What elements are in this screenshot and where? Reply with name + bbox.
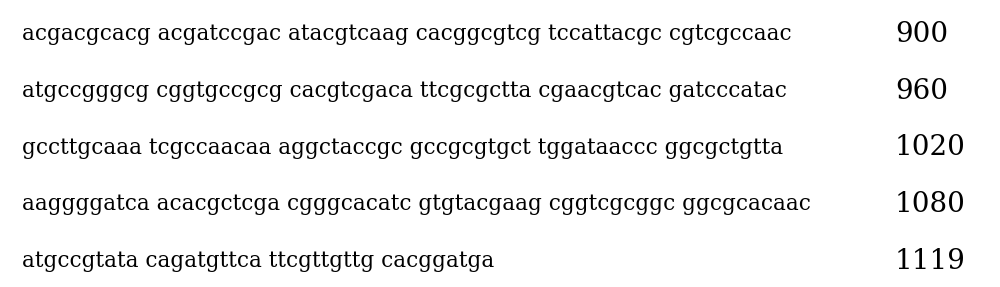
Text: acgacgcacg acgatccgac atacgtcaag cacggcgtcg tccattacgc cgtcgccaac: acgacgcacg acgatccgac atacgtcaag cacggcg… [22, 24, 792, 45]
Text: atgccgtata cagatgttca ttcgttgttg cacggatga: atgccgtata cagatgttca ttcgttgttg cacggat… [22, 250, 494, 272]
Text: 960: 960 [895, 77, 948, 105]
Text: 1080: 1080 [895, 191, 966, 218]
Text: 1020: 1020 [895, 134, 966, 161]
Text: aaggggatca acacgctcga cgggcacatc gtgtacgaag cggtcgcggc ggcgcacaac: aaggggatca acacgctcga cgggcacatc gtgtacg… [22, 193, 811, 216]
Text: 1119: 1119 [895, 248, 966, 275]
Text: 900: 900 [895, 21, 948, 48]
Text: atgccgggcg cggtgccgcg cacgtcgaca ttcgcgctta cgaacgtcac gatcccatac: atgccgggcg cggtgccgcg cacgtcgaca ttcgcgc… [22, 80, 787, 102]
Text: gccttgcaaa tcgccaacaa aggctaccgc gccgcgtgct tggataaccc ggcgctgtta: gccttgcaaa tcgccaacaa aggctaccgc gccgcgt… [22, 137, 783, 159]
